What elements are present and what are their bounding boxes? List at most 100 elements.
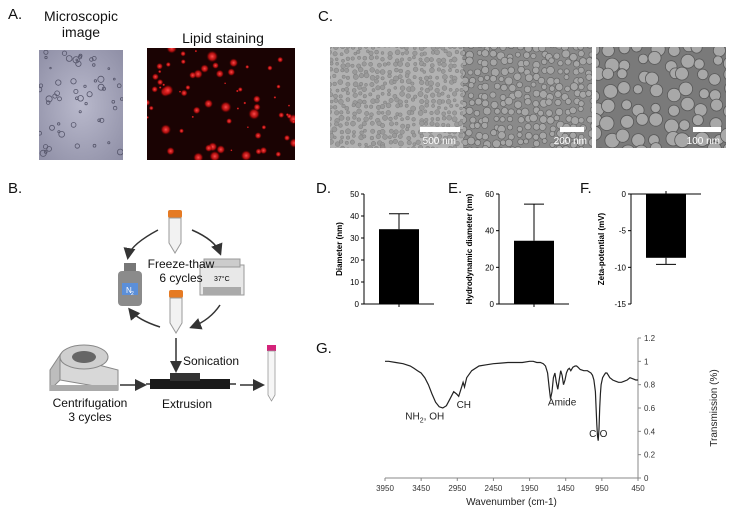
lipid-spot [209,150,221,160]
vesicle [499,47,507,51]
y-tick-label: 0 [622,190,627,199]
vesicle [481,122,489,129]
vesicle [706,141,722,148]
y-tick-label: 0 [644,474,649,483]
vesicle [463,101,468,108]
vesicle [475,132,484,140]
vesicle [409,86,416,92]
vesicle [690,47,703,54]
vesicle [405,93,411,99]
micro-particle [107,141,111,145]
vesicle [376,110,381,115]
lipid-spot [216,145,226,154]
vesicle [369,112,374,117]
vesicle [555,82,564,91]
y-axis-label: Hydrodynamic diameter (nm) [465,193,474,304]
vesicle [413,94,418,99]
vesicle [368,115,373,120]
vesicle [345,81,351,87]
vesicle [520,107,530,117]
vesicle [368,92,373,97]
vesicle [578,83,585,91]
vesicle [374,146,379,148]
micro-particle [70,122,77,128]
lipid-spot [194,49,198,53]
vesicle [358,73,365,79]
vesicle [364,111,370,116]
vesicle [441,111,446,117]
vesicle [523,85,532,94]
lipid-spot [248,108,260,120]
vesicle [382,134,388,140]
vesicle [480,59,489,68]
vesicle [481,99,489,108]
lipid-spot [160,124,172,135]
vesicle [361,61,367,67]
vesicle [407,57,412,62]
vesicle [352,115,357,120]
vesicle [377,62,382,68]
y-tick-label: 0.4 [644,427,656,436]
vesicle [621,144,635,148]
lipid-spot [226,118,233,125]
micro-particle [116,83,122,88]
micro-particle [89,57,94,62]
lipid-spot [240,150,252,160]
vesicle [516,126,523,133]
vesicle [417,91,424,97]
micro-particle [55,79,62,86]
vesicle [516,47,525,51]
vesicle [423,109,428,114]
vesicle [680,54,696,69]
vesicle [570,116,580,125]
vesicle [340,47,346,50]
vesicle [359,130,364,135]
micro-particle [86,91,93,98]
vesicle [455,88,459,92]
vesicle [514,146,522,148]
lipid-spot [285,113,290,117]
vesicle [362,55,368,61]
micro-particle [97,118,101,123]
vesicle [334,121,339,127]
vesicle [380,76,385,81]
y-tick-label: 0.2 [644,451,656,460]
vesicle [345,128,351,135]
vesicle [388,128,394,134]
vesicle [577,50,585,57]
vesicle [388,116,393,122]
vesicle [710,98,723,112]
vesicle [369,67,375,73]
vesicle [525,132,533,140]
vesicle [387,69,392,75]
vesicle [616,68,628,80]
vesicle [388,135,392,140]
vesicle [539,115,548,124]
vesicle [452,63,457,68]
vesicle [358,67,364,73]
tem-image-200nm: 200 nm [463,47,592,148]
vesicle [333,98,339,103]
vesicle [385,110,391,116]
vesicle [557,60,564,67]
vesicle [589,98,592,104]
vesicle [379,84,386,91]
lipid-spot [180,89,188,97]
vesicle [393,115,398,120]
micro-particle [99,117,105,123]
vesicle [481,66,490,74]
vesicle [561,138,569,146]
vesicle [452,47,457,49]
vesicle [364,47,368,49]
vesicle [724,83,726,94]
bar [646,194,686,258]
vesicle [458,47,463,50]
vesicle [680,96,695,112]
lipid-spot [191,115,195,119]
lipid-spot [206,50,219,63]
vesicle [441,57,447,63]
micro-particle [77,95,84,102]
vesicle [693,58,705,70]
vesicle [330,67,334,72]
vesicle [579,90,587,99]
